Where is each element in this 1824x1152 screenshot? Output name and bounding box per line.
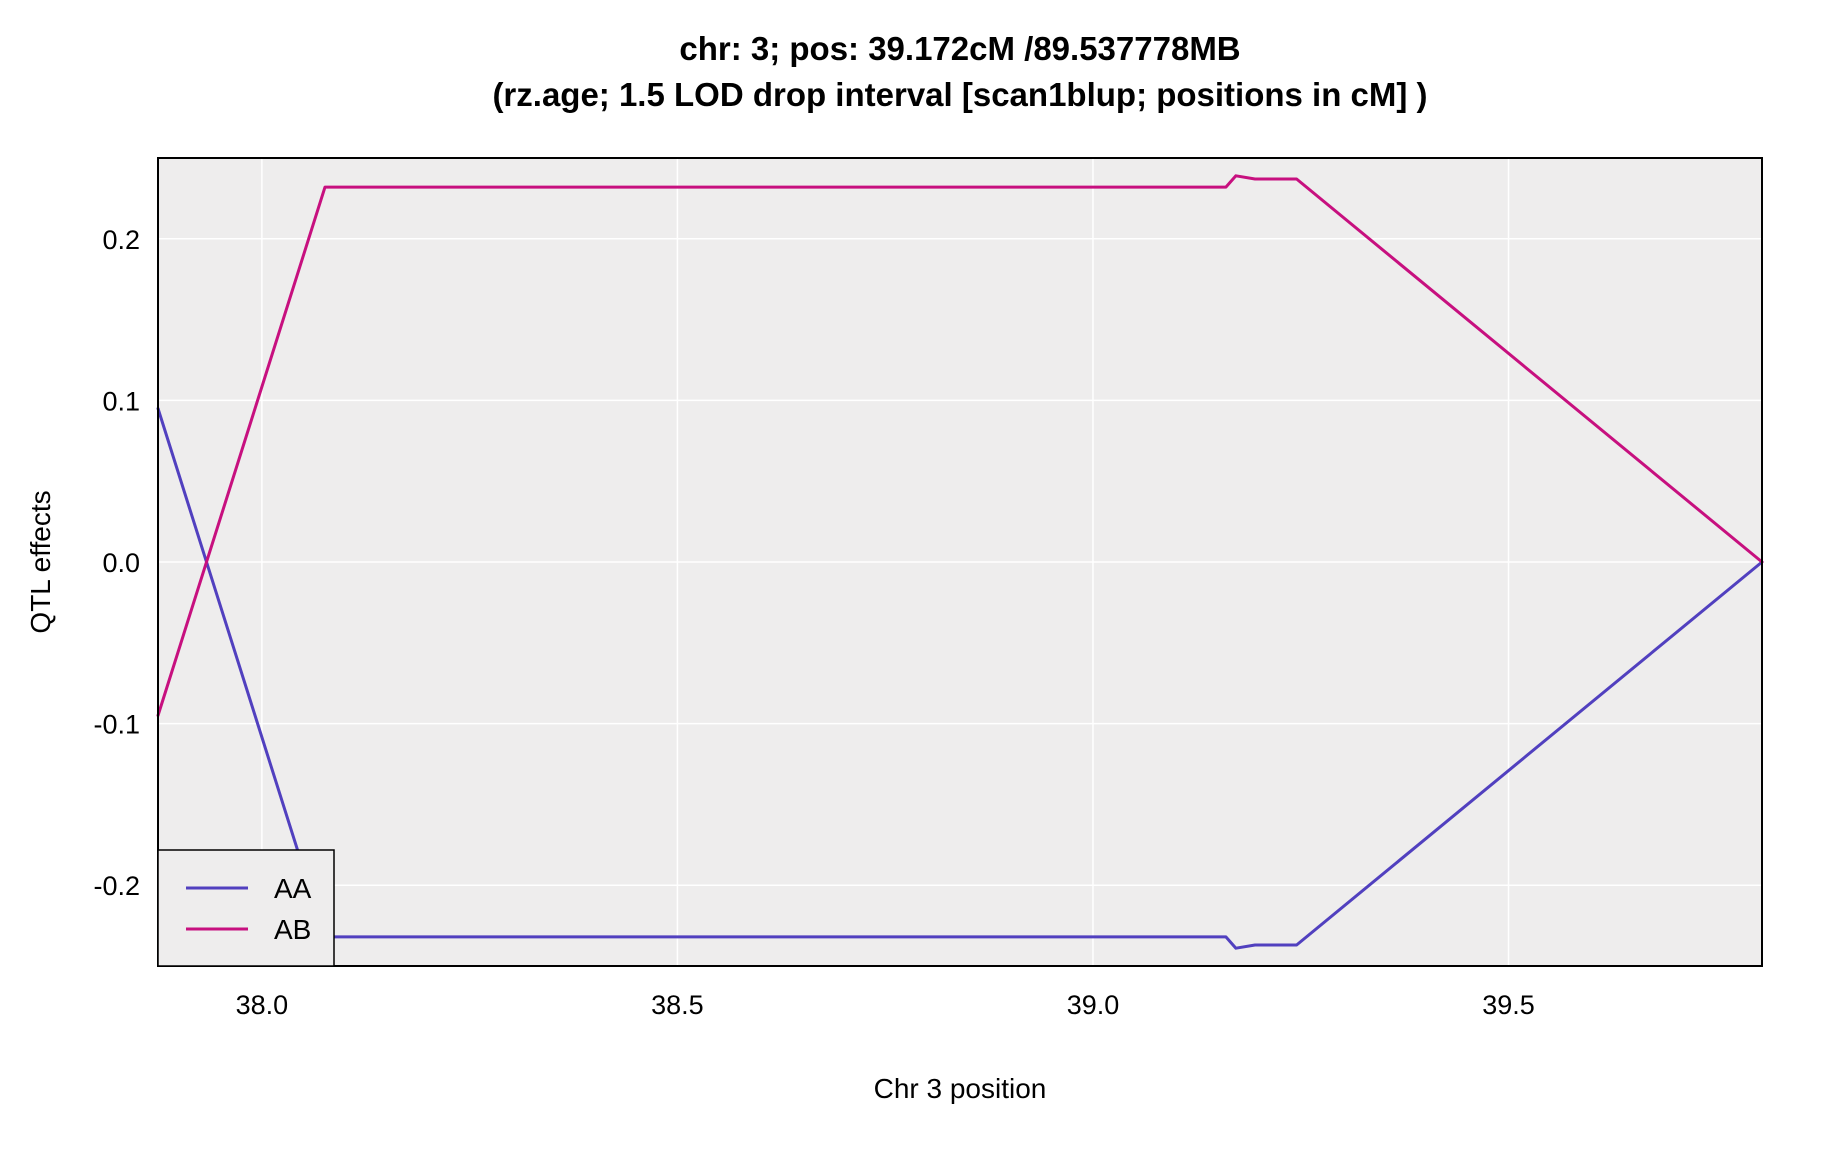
y-tick-label: -0.2: [93, 871, 140, 901]
y-tick-label: -0.1: [93, 710, 140, 740]
y-tick-label: 0.1: [102, 386, 140, 416]
legend-box: [157, 849, 335, 967]
x-tick-label: 38.0: [236, 990, 289, 1020]
grid-lines: [158, 158, 1762, 966]
series-line-ab: [156, 174, 1764, 717]
chart-subtitle: (rz.age; 1.5 LOD drop interval [scan1blu…: [492, 76, 1427, 113]
legend-label-aa: AA: [274, 873, 312, 904]
x-tick-label: 39.0: [1067, 990, 1120, 1020]
legend: AA AB: [157, 849, 335, 967]
y-axis-label: QTL effects: [25, 490, 56, 633]
legend-label-ab: AB: [274, 914, 311, 945]
y-tick-label: 0.0: [102, 548, 140, 578]
y-tick-label: 0.2: [102, 225, 140, 255]
y-axis-ticks: -0.2 -0.1 0.0 0.1 0.2: [93, 225, 140, 901]
x-axis-ticks: 38.0 38.5 39.0 39.5: [236, 990, 1535, 1020]
x-axis-label: Chr 3 position: [874, 1073, 1047, 1104]
x-tick-label: 39.5: [1482, 990, 1535, 1020]
x-tick-label: 38.5: [651, 990, 704, 1020]
plot-frame: [157, 157, 1763, 967]
chart-title: chr: 3; pos: 39.172cM /89.537778MB: [679, 30, 1240, 67]
